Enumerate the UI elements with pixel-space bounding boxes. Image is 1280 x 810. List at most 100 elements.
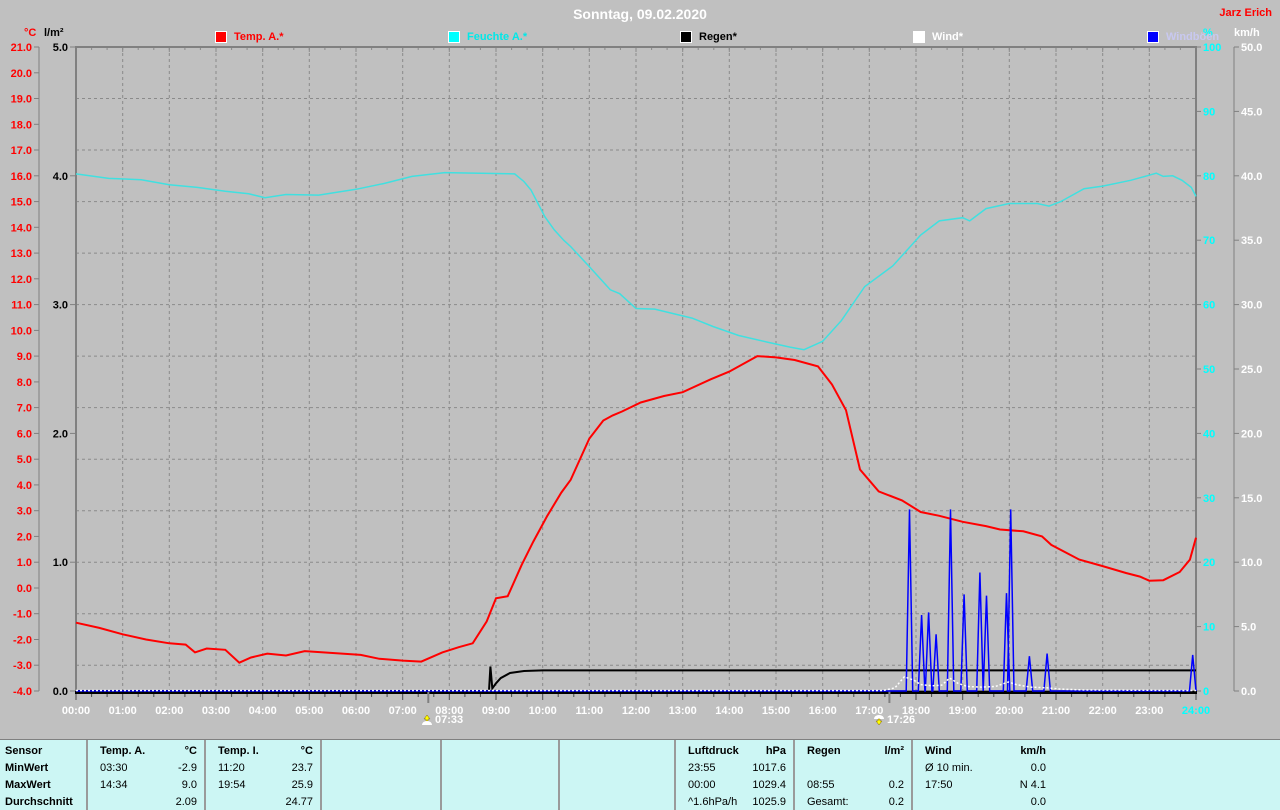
stats-col-regen-name: Regen — [807, 745, 841, 757]
stats-row-label-minwert: MinWert — [5, 762, 49, 774]
svg-text:24:00: 24:00 — [1182, 705, 1210, 717]
stats-filler — [1053, 740, 1280, 810]
svg-text:20:00: 20:00 — [995, 705, 1023, 717]
x-axis-labels: 00:00 01:00 02:00 03:00 04:00 05:00 06:00 07:00… — [62, 705, 1210, 717]
svg-text:7.0: 7.0 — [17, 403, 32, 415]
svg-text:0.0: 0.0 — [1241, 686, 1256, 698]
svg-text:5.0: 5.0 — [17, 454, 32, 466]
stats-col-regen-unit: l/m² — [884, 745, 904, 757]
svg-text:13:00: 13:00 — [669, 705, 697, 717]
svg-text:16:00: 16:00 — [809, 705, 837, 717]
svg-text:8.0: 8.0 — [17, 377, 32, 389]
legend-entry-temp-a[interactable]: Temp. A.* — [215, 30, 284, 43]
stats-col-empty-3 — [560, 740, 676, 810]
stats-temp-a-row-0: 03:30 -2.9 — [100, 762, 197, 774]
sunset-time: 17:26 — [887, 714, 916, 726]
legend-label-wind: Wind* — [932, 30, 964, 43]
svg-text:3.0: 3.0 — [53, 300, 68, 312]
legend-swatch-wind-icon — [913, 30, 925, 43]
svg-text:18.0: 18.0 — [11, 119, 32, 131]
svg-text:15:00: 15:00 — [762, 705, 790, 717]
stats-col-temp-a-name: Temp. A. — [100, 745, 146, 757]
legend-swatch-windboeen-icon — [1147, 30, 1159, 43]
svg-text:0.0: 0.0 — [17, 583, 32, 595]
legend-label-regen: Regen* — [699, 30, 737, 43]
stats-row-labels: Sensor MinWert MaxWert Durchschnitt — [0, 740, 88, 810]
sunrise-time: 07:33 — [435, 714, 464, 726]
svg-text:100: 100 — [1203, 42, 1221, 54]
stats-empty-3-row-2 — [560, 794, 674, 810]
stats-empty-3-row-0 — [560, 760, 674, 777]
stats-regen-row-0 — [795, 760, 911, 777]
legend-swatch-feuchte-a-icon — [448, 30, 460, 43]
stats-col-empty-2 — [442, 740, 560, 810]
svg-text:3.0: 3.0 — [17, 506, 32, 518]
svg-text:23:00: 23:00 — [1135, 705, 1163, 717]
legend-entry-wind[interactable]: Wind* — [913, 30, 963, 43]
stats-luftdruck-row-2: ^1.6hPa/h 1025.9 — [688, 796, 786, 808]
svg-text:35.0: 35.0 — [1241, 235, 1262, 247]
svg-text:80: 80 — [1203, 171, 1215, 183]
svg-text:00:00: 00:00 — [62, 705, 90, 717]
axis-header-temp: °C — [24, 27, 37, 39]
stats-luftdruck-row-0: 23:55 1017.6 — [688, 762, 786, 774]
legend-entry-regen[interactable]: Regen* — [680, 30, 737, 43]
svg-text:06:00: 06:00 — [342, 705, 370, 717]
svg-text:18:00: 18:00 — [902, 705, 930, 717]
stats-col-temp-a: Temp. A. °C 03:30 -2.9 14:34 9.0 2.09 — [88, 740, 206, 810]
svg-text:13.0: 13.0 — [11, 248, 32, 260]
y-axis-wind: 50.0 45.0 40.0 35.0 30.0 25.0 20.0 15.0 10.0 5.0 0… — [1233, 42, 1262, 698]
svg-text:5.0: 5.0 — [53, 42, 68, 54]
stats-row-label-durchschnitt: Durchschnitt — [5, 796, 73, 808]
stats-col-luftdruck-name: Luftdruck — [688, 745, 739, 757]
axis-header-humidity: % — [1203, 27, 1213, 39]
stats-col-wind-unit: km/h — [1020, 745, 1046, 757]
svg-text:1.0: 1.0 — [17, 557, 32, 569]
sunrise-icon — [422, 714, 432, 725]
svg-text:14.0: 14.0 — [11, 222, 32, 234]
svg-text:10: 10 — [1203, 622, 1215, 634]
stats-luftdruck-row-1: 00:00 1029.4 — [688, 779, 786, 791]
svg-text:09:00: 09:00 — [482, 705, 510, 717]
svg-text:0: 0 — [1203, 686, 1209, 698]
svg-text:01:00: 01:00 — [109, 705, 137, 717]
sunrise-marker: 07:33 — [421, 714, 463, 726]
svg-text:17.0: 17.0 — [11, 145, 32, 157]
svg-text:17:00: 17:00 — [855, 705, 883, 717]
stats-col-empty-1 — [322, 740, 442, 810]
legend-label-temp-a: Temp. A.* — [234, 30, 284, 43]
svg-text:9.0: 9.0 — [17, 351, 32, 363]
svg-text:04:00: 04:00 — [249, 705, 277, 717]
stats-empty-1-row-0 — [322, 760, 440, 777]
svg-text:50: 50 — [1203, 364, 1215, 376]
series-temp-a — [75, 355, 1197, 664]
svg-text:21.0: 21.0 — [11, 42, 32, 54]
svg-text:22:00: 22:00 — [1089, 705, 1117, 717]
svg-text:10:00: 10:00 — [529, 705, 557, 717]
svg-text:50.0: 50.0 — [1241, 42, 1262, 54]
legend-entry-feuchte-a[interactable]: Feuchte A.* — [448, 30, 527, 43]
axis-header-rain: l/m² — [44, 27, 64, 39]
series-regen — [76, 666, 1196, 692]
stats-row-label-sensor: Sensor — [5, 745, 43, 757]
svg-text:15.0: 15.0 — [1241, 493, 1262, 505]
svg-text:4.0: 4.0 — [53, 171, 68, 183]
svg-text:1.0: 1.0 — [53, 557, 68, 569]
svg-text:6.0: 6.0 — [17, 428, 32, 440]
legend-entry-windboeen[interactable]: Windböen — [1147, 30, 1219, 43]
author-name: Jarz Erich — [1219, 7, 1272, 19]
svg-text:90: 90 — [1203, 106, 1215, 118]
svg-text:16.0: 16.0 — [11, 171, 32, 183]
legend-swatch-regen-icon — [680, 30, 692, 43]
svg-text:0.0: 0.0 — [53, 686, 68, 698]
legend-swatch-temp-a-icon — [215, 30, 227, 43]
stats-col-regen: Regen l/m² 08:55 0.2 Gesamt: 0.2 — [795, 740, 913, 810]
series-wind — [76, 675, 1197, 692]
svg-text:15.0: 15.0 — [11, 197, 32, 209]
stats-empty-1-row-1 — [322, 777, 440, 794]
grid — [76, 47, 1196, 691]
series-windböen — [76, 509, 1197, 692]
stats-temp-i-row-1: 19:54 25.9 — [218, 779, 313, 791]
svg-text:2.0: 2.0 — [53, 428, 68, 440]
sunset-icon — [874, 715, 884, 726]
